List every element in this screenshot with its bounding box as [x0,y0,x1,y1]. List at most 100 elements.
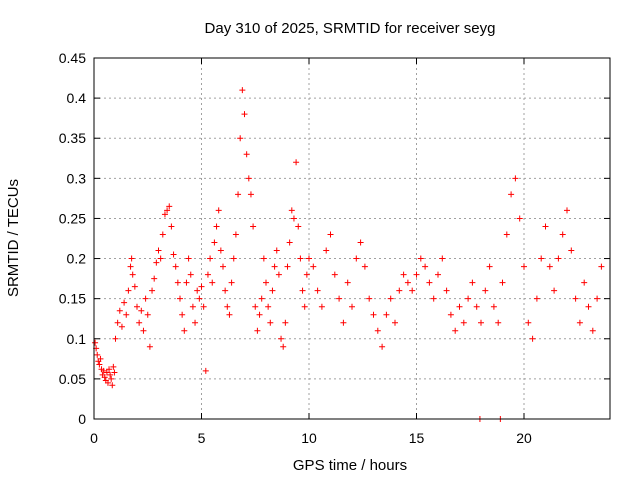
data-point [306,255,312,262]
data-point [146,343,153,350]
data-point [129,271,136,278]
data-point [189,303,196,310]
y-axis-label: SRMTID / TECUs [5,179,22,297]
data-point [267,319,274,326]
data-point [576,319,583,326]
data-point [192,319,199,326]
data-point [581,279,588,286]
data-point [572,295,579,302]
data-point [295,223,302,230]
data-point [439,255,446,262]
data-point [589,327,596,334]
data-point [172,263,179,270]
data-point [499,279,506,286]
data-point [559,231,566,238]
data-point [187,271,194,278]
data-point [237,135,244,142]
data-point [116,307,123,314]
data-point [174,279,181,286]
data-point [106,366,113,373]
data-point [149,287,156,294]
y-tick-labels: 0 0.05 0.1 0.15 0.2 0.25 0.3 0.35 0.4 0.45 [59,50,86,427]
data-point [263,279,269,286]
axis-ticks [93,57,610,420]
data-point [310,263,317,270]
data-point [598,263,605,270]
data-point [254,327,261,334]
data-point [546,263,553,270]
data-point [110,363,117,370]
y-tick-label: 0.1 [67,331,87,347]
y-tick-label: 0.35 [59,130,86,146]
data-point [226,311,233,318]
data-point [159,231,166,238]
data-point [564,207,570,214]
data-point [258,295,265,302]
data-point [101,374,108,381]
data-point [387,295,394,302]
data-point [278,335,285,342]
data-point [404,279,411,286]
data-point [275,271,282,278]
data-point [247,191,254,198]
x-tick-label: 0 [90,430,98,446]
data-point [235,191,242,198]
data-point [529,335,536,342]
data-point [555,255,562,262]
x-tick-label: 20 [516,430,532,446]
chart-title: Day 310 of 2025, SRMTID for receiver sey… [205,20,496,37]
data-point [177,295,183,302]
data-point [245,175,252,182]
data-point [525,319,532,326]
data-point [521,263,527,270]
data-point [118,323,125,330]
data-point [344,279,351,286]
data-point [303,271,310,278]
data-point [482,287,489,294]
data-point [383,311,390,318]
x-tick-label: 10 [301,430,317,446]
grid [94,58,610,419]
data-point [144,311,151,318]
data-point [204,271,211,278]
data-point [379,343,386,350]
data-point [349,303,355,310]
data-point [213,223,220,230]
data-point [260,255,267,262]
data-point [230,255,237,262]
data-point [486,263,493,270]
data-point [196,295,203,302]
data-point [100,367,107,374]
data-point [396,287,403,294]
data-point [170,251,177,258]
data-point [151,275,158,282]
data-point [478,319,484,326]
data-point [207,255,214,262]
data-point [533,295,540,302]
y-tick-label: 0.05 [59,371,86,387]
data-point [366,295,373,302]
data-point [271,263,278,270]
data-point [290,215,297,222]
x-tick-label: 15 [409,430,425,446]
data-point [460,319,467,326]
data-point [282,319,289,326]
data-point [585,303,592,310]
y-tick-label: 0.25 [59,210,86,226]
data-point [409,287,416,294]
data-point [121,299,128,306]
data-point [108,375,115,382]
data-point [256,311,263,318]
data-point [284,263,291,270]
data-point [417,255,424,262]
data-point [168,223,175,230]
y-tick-label: 0.3 [67,170,87,186]
data-point [265,303,272,310]
data-point [96,361,103,368]
data-point [318,303,325,310]
data-point [456,303,463,310]
data-point [538,255,545,262]
data-point [435,271,441,278]
data-point [224,303,231,310]
y-tick-label: 0 [78,411,86,427]
